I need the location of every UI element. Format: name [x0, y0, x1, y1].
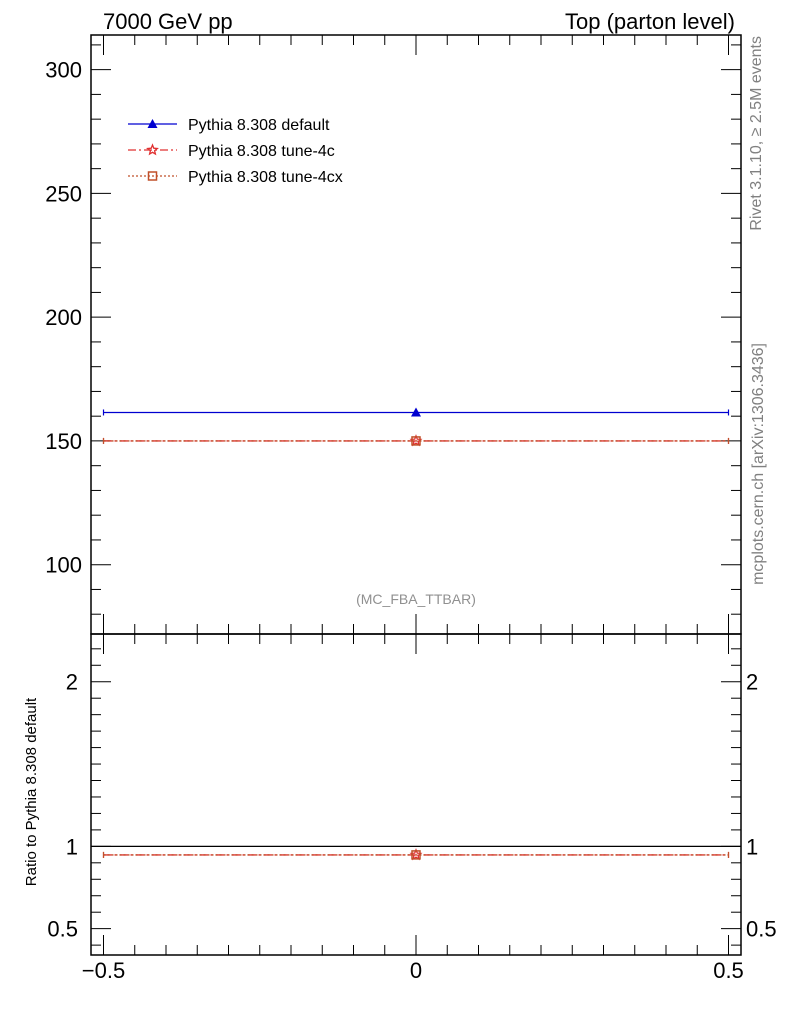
- legend-marker: [146, 143, 159, 156]
- legend-label: Pythia 8.308 tune-4c: [188, 143, 335, 160]
- ratio-frame: [90, 633, 742, 956]
- main-panel: 100 150 200 250 300: [45, 35, 741, 634]
- series-point: [411, 407, 421, 417]
- ratio-y-tick-label-right: 0.5: [746, 917, 777, 942]
- main-y-tick-label: 100: [45, 553, 82, 578]
- ratio-y-tick-label-right: 1: [746, 834, 758, 859]
- analysis-label: (MC_FBA_TTBAR): [356, 591, 476, 607]
- header-left: 7000 GeV pp: [103, 9, 233, 34]
- main-y-tick-label: 200: [45, 305, 82, 330]
- main-y-tick-label: 250: [45, 181, 82, 206]
- ratio-y-tick-label-right: 2: [746, 670, 758, 695]
- legend: Pythia 8.308 default Pythia 8.308 tune-4c…: [128, 117, 343, 186]
- legend-marker: [147, 171, 158, 181]
- header-right: Top (parton level): [565, 9, 735, 34]
- legend-label: Pythia 8.308 default: [188, 117, 330, 134]
- ratio-ylabel: Ratio to Pythia 8.308 default: [23, 697, 40, 886]
- main-y-tick-label: 150: [45, 429, 82, 454]
- ratio-y-tick-label: 0.5: [47, 917, 78, 942]
- ratio-series-point: [411, 850, 421, 860]
- ratio-panel: −0.5 0 0.50.5 0.51 12 2: [47, 634, 777, 983]
- x-tick-label: 0: [410, 958, 422, 983]
- ratio-y-tick-label: 2: [66, 670, 78, 695]
- mcplots-label: mcplots.cern.ch [arXiv:1306.3436]: [750, 343, 767, 585]
- legend-marker: [147, 119, 158, 128]
- x-tick-label: 0.5: [713, 958, 744, 983]
- main-y-tick-label: 300: [45, 58, 82, 83]
- series-point: [411, 436, 421, 446]
- x-tick-label: −0.5: [82, 958, 125, 983]
- ratio-y-tick-label: 1: [66, 834, 78, 859]
- rivet-label: Rivet 3.1.10, ≥ 2.5M events: [748, 36, 765, 231]
- legend-label: Pythia 8.308 tune-4cx: [188, 169, 343, 186]
